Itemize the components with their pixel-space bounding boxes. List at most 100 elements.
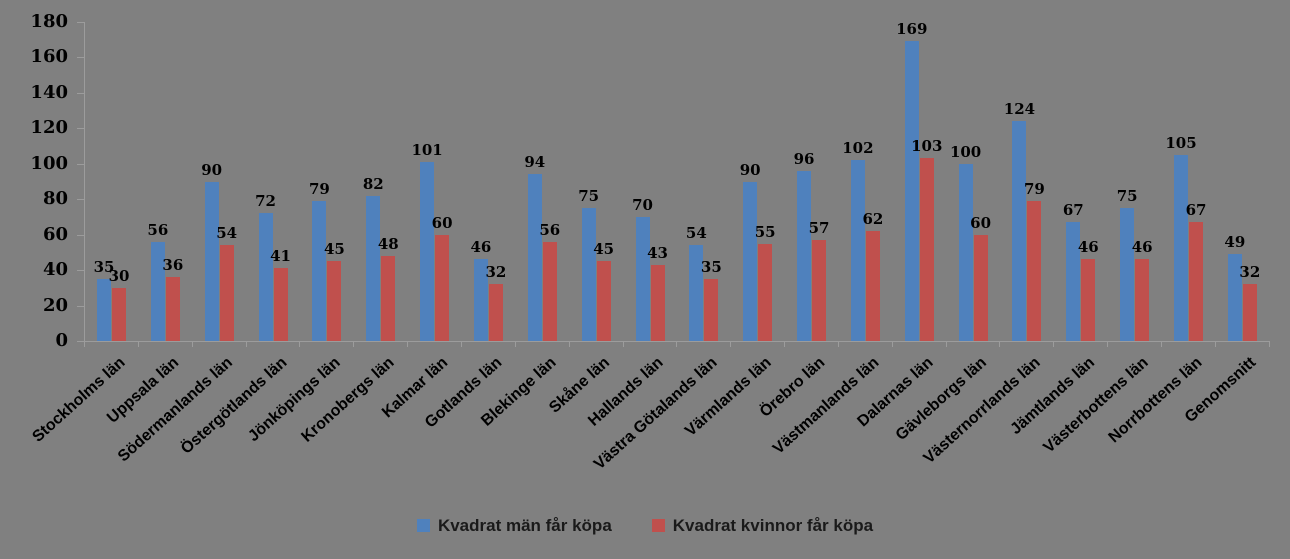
- x-axis-tick: [1268, 341, 1270, 347]
- bar-men: [420, 162, 435, 341]
- bar-value-label: 41: [270, 247, 291, 266]
- bar-value-label: 90: [201, 160, 223, 179]
- bar-men: [527, 174, 542, 341]
- y-axis-tick: [77, 163, 84, 165]
- bar-men: [850, 160, 865, 341]
- bar-women: [758, 243, 773, 341]
- bar-men: [635, 216, 650, 341]
- x-axis-category-label: Kronobergs län: [298, 354, 398, 446]
- bar-value-label: 56: [539, 220, 561, 239]
- y-axis-tick-label: 60: [42, 223, 68, 245]
- x-axis-category-label: Jönköpings län: [245, 354, 344, 446]
- bar-value-label: 35: [700, 257, 722, 276]
- bar-value-label: 79: [308, 179, 330, 198]
- x-axis-tick: [514, 341, 516, 347]
- bar-men: [797, 170, 812, 341]
- y-axis-tick-label: 40: [42, 259, 68, 281]
- x-axis-tick: [460, 341, 462, 347]
- bar-men: [258, 213, 273, 341]
- bar-value-label: 60: [431, 213, 453, 232]
- x-axis-tick: [676, 341, 678, 347]
- bar-value-label: 75: [1116, 187, 1138, 206]
- bar-women: [973, 234, 988, 341]
- x-axis-tick: [945, 341, 947, 347]
- y-axis-tick: [77, 199, 84, 201]
- x-axis-tick: [784, 341, 786, 347]
- bar-value-label: 54: [685, 224, 707, 243]
- bar-value-label: 100: [949, 142, 982, 161]
- x-axis-tick: [1107, 341, 1109, 347]
- bar-value-label: 43: [647, 243, 668, 262]
- bar-value-label: 62: [862, 210, 884, 229]
- bar-women: [919, 158, 934, 341]
- bar-women: [381, 255, 396, 341]
- bar-men: [1174, 154, 1188, 341]
- bar-women: [596, 261, 611, 341]
- bar-women: [488, 284, 503, 341]
- bar-men: [1120, 208, 1135, 341]
- bar-value-label: 124: [1003, 100, 1036, 119]
- bar-value-label: 56: [147, 220, 169, 239]
- bar-value-label: 45: [323, 240, 345, 259]
- bar-value-label: 79: [1024, 179, 1045, 198]
- bar-value-label: 94: [524, 153, 546, 172]
- bar-value-label: 32: [485, 263, 507, 282]
- bar-women: [1135, 259, 1150, 341]
- x-axis-tick: [730, 341, 732, 347]
- bar-value-label: 46: [1131, 238, 1153, 257]
- bar-value-label: 55: [754, 222, 776, 241]
- x-axis-tick: [84, 341, 85, 347]
- bar-men: [1066, 222, 1081, 341]
- bar-value-label: 36: [162, 256, 184, 275]
- y-axis-tick: [77, 234, 84, 236]
- bar-value-label: 48: [377, 234, 399, 253]
- y-axis-tick: [77, 128, 84, 130]
- x-axis-tick: [891, 341, 893, 347]
- bar-women: [1189, 222, 1203, 341]
- bar-women: [112, 287, 126, 341]
- y-axis-tick: [77, 270, 84, 272]
- y-axis-tick-label: 120: [30, 117, 68, 139]
- bar-value-label: 45: [593, 240, 615, 259]
- x-axis-tick: [407, 341, 409, 347]
- bar-value-label: 105: [1165, 133, 1197, 152]
- y-axis-tick-label: 0: [55, 330, 68, 351]
- x-axis-category-label: Gävleborgs län: [892, 354, 990, 444]
- bar-men: [97, 278, 111, 341]
- x-axis-tick: [137, 341, 139, 347]
- bar-men: [150, 241, 165, 341]
- bar-value-label: 169: [896, 20, 928, 39]
- bar-men: [958, 163, 973, 341]
- bar-value-label: 46: [1077, 238, 1099, 257]
- bar-women: [165, 277, 180, 341]
- bar-value-label: 54: [216, 224, 238, 243]
- bar-women: [327, 261, 342, 341]
- bar-women: [1081, 259, 1096, 341]
- x-axis-tick: [999, 341, 1001, 347]
- bar-value-label: 32: [1239, 263, 1261, 282]
- bar-men: [743, 181, 758, 341]
- bar-women: [650, 264, 665, 341]
- y-axis-tick-label: 180: [30, 11, 68, 32]
- bar-value-label: 103: [911, 137, 943, 156]
- bar-men: [366, 195, 381, 341]
- x-axis-tick: [1053, 341, 1055, 347]
- bar-value-label: 102: [842, 139, 874, 158]
- legend-label-men: Kvadrat män får köpa: [437, 516, 612, 535]
- bar-value-label: 49: [1224, 233, 1246, 252]
- x-axis-tick: [837, 341, 839, 347]
- x-axis-category-label: Stockholms län: [29, 354, 129, 446]
- x-axis-category-label: Norrbottens län: [1105, 354, 1206, 447]
- y-axis-tick-label: 20: [42, 294, 68, 316]
- bar-value-label: 70: [632, 195, 653, 214]
- y-axis-tick: [77, 92, 84, 94]
- y-axis-tick: [77, 22, 84, 23]
- bar-women: [1242, 284, 1257, 341]
- bar-value-label: 96: [793, 149, 815, 168]
- bar-men: [1227, 254, 1242, 341]
- bar-women: [219, 245, 234, 341]
- bar-value-label: 90: [739, 160, 761, 179]
- bar-value-label: 60: [970, 213, 992, 232]
- legend-item-men: Kvadrat män får köpa: [416, 516, 612, 535]
- legend-swatch-women-icon: [651, 519, 665, 532]
